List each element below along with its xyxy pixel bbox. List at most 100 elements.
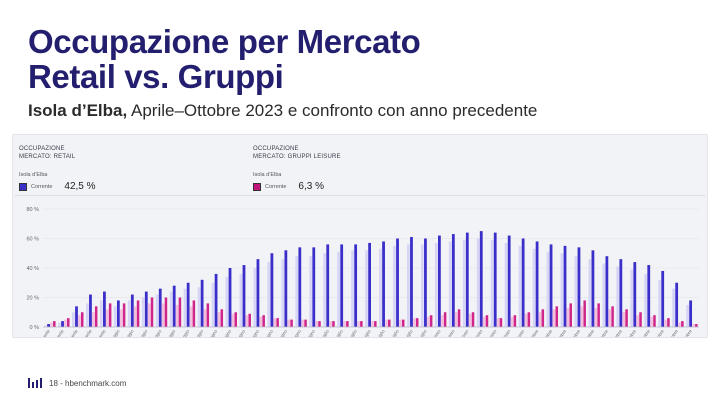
bar <box>175 304 179 327</box>
bar <box>245 315 249 327</box>
x-tick-label: 21 Giugno <box>272 328 288 338</box>
bar <box>192 300 196 327</box>
bar <box>155 294 159 327</box>
kpi-groups-destination: Isola d’Elba <box>253 172 282 178</box>
bar <box>429 315 433 327</box>
bar <box>457 309 461 327</box>
kpi-groups: OCCUPAZIONE MERCATO: GRUPPI LEISURE Isol… <box>253 145 341 192</box>
bar <box>465 232 469 327</box>
bar <box>448 241 452 327</box>
bar <box>549 244 553 327</box>
bar <box>410 237 413 327</box>
bar <box>106 309 109 327</box>
bar <box>616 266 620 327</box>
bar <box>619 259 623 327</box>
subtitle-period: Aprile–Ottobre 2023 e confronto con anno… <box>127 101 538 120</box>
bar <box>287 319 291 327</box>
bar <box>354 244 358 327</box>
bar <box>574 256 578 327</box>
kpi-groups-swatch[interactable] <box>253 183 261 191</box>
x-tick-label: 13 Giugno <box>244 328 260 338</box>
bar <box>242 265 246 327</box>
x-tick-label: 1 Giugno <box>204 328 219 338</box>
bar <box>451 234 455 327</box>
bar <box>385 319 388 327</box>
bar <box>675 282 679 327</box>
x-tick-label: 23 Luglio <box>385 328 400 338</box>
x-tick-label: 25 Giugno <box>286 328 302 338</box>
bar <box>103 291 106 327</box>
bar <box>203 309 207 327</box>
footer: 18 - hbenchmark.com <box>28 378 126 388</box>
x-tick-label: 20 Agosto <box>482 328 498 338</box>
x-tick-label: 5 Giugno <box>218 328 233 338</box>
bar <box>94 306 98 327</box>
bar <box>164 297 168 327</box>
x-tick-label: 22 Aprile <box>65 328 79 338</box>
bar <box>332 321 335 327</box>
bar <box>482 316 486 327</box>
x-tick-label: 27 Luglio <box>399 328 414 338</box>
bar <box>541 309 545 327</box>
bar <box>602 263 606 327</box>
bar <box>47 324 50 327</box>
bar <box>415 318 419 327</box>
bar <box>50 322 53 327</box>
bar <box>485 315 489 327</box>
kpi-retail-row: Corrente 42,5 % <box>19 182 96 192</box>
bar <box>689 300 693 327</box>
title-line-1: Occupazione per Mercato <box>28 23 421 60</box>
bar <box>80 312 84 327</box>
bar <box>420 244 424 327</box>
bar <box>141 297 145 327</box>
bar <box>594 307 598 327</box>
bar <box>58 322 61 327</box>
x-tick-label: 24 Maggio <box>175 328 191 338</box>
bar <box>371 321 374 327</box>
kpi-retail-heading1: OCCUPAZIONE <box>19 146 65 152</box>
x-tick-label: 11 Luglio <box>344 328 358 338</box>
bar <box>323 253 327 327</box>
x-tick-label: 7 Ottobre <box>650 328 665 338</box>
bar <box>217 312 221 327</box>
bar <box>225 276 229 327</box>
bar <box>427 316 430 327</box>
x-tick-label: 18 Aprile <box>51 328 65 338</box>
bar <box>127 300 131 327</box>
x-tick-label: 8 Maggio <box>120 328 135 338</box>
kpi-retail-destination: Isola d’Elba <box>19 172 48 178</box>
bar <box>239 273 243 327</box>
bar <box>695 324 698 327</box>
occupancy-chart: 0 % 20 % 40 % 60 % 80 % 14 Aprile 18 Aprile 22 … <box>26 207 699 338</box>
bar <box>555 306 559 327</box>
x-tick-label: 28 Agosto <box>510 328 526 338</box>
bar <box>393 245 396 327</box>
bar <box>471 312 475 327</box>
kpi-retail-heading2: MERCATO: RETAIL <box>19 154 76 160</box>
bar <box>490 239 494 327</box>
bar <box>234 312 238 327</box>
bar <box>267 262 271 327</box>
bar <box>206 303 210 327</box>
kpi-groups-heading2: MERCATO: GRUPPI LEISURE <box>253 154 341 160</box>
bar <box>546 251 550 327</box>
bar <box>622 312 626 327</box>
bar <box>605 256 609 327</box>
bar <box>577 247 581 327</box>
bar <box>178 297 182 327</box>
kpi-retail-label: Corrente <box>31 184 53 190</box>
bar <box>569 303 572 327</box>
x-tick-label: 4 Agosto <box>428 328 442 338</box>
bar <box>678 322 681 327</box>
bar <box>276 318 279 327</box>
kpi-groups-row: Corrente 6,3 % <box>253 182 324 192</box>
bar <box>183 288 187 327</box>
kpi-retail-swatch[interactable] <box>19 183 27 191</box>
bar <box>290 319 293 327</box>
bar <box>273 318 277 327</box>
bar <box>144 291 148 327</box>
bar <box>108 303 112 327</box>
bar <box>407 244 410 327</box>
kpi-groups-label: Corrente <box>265 184 287 190</box>
bar <box>413 318 416 327</box>
